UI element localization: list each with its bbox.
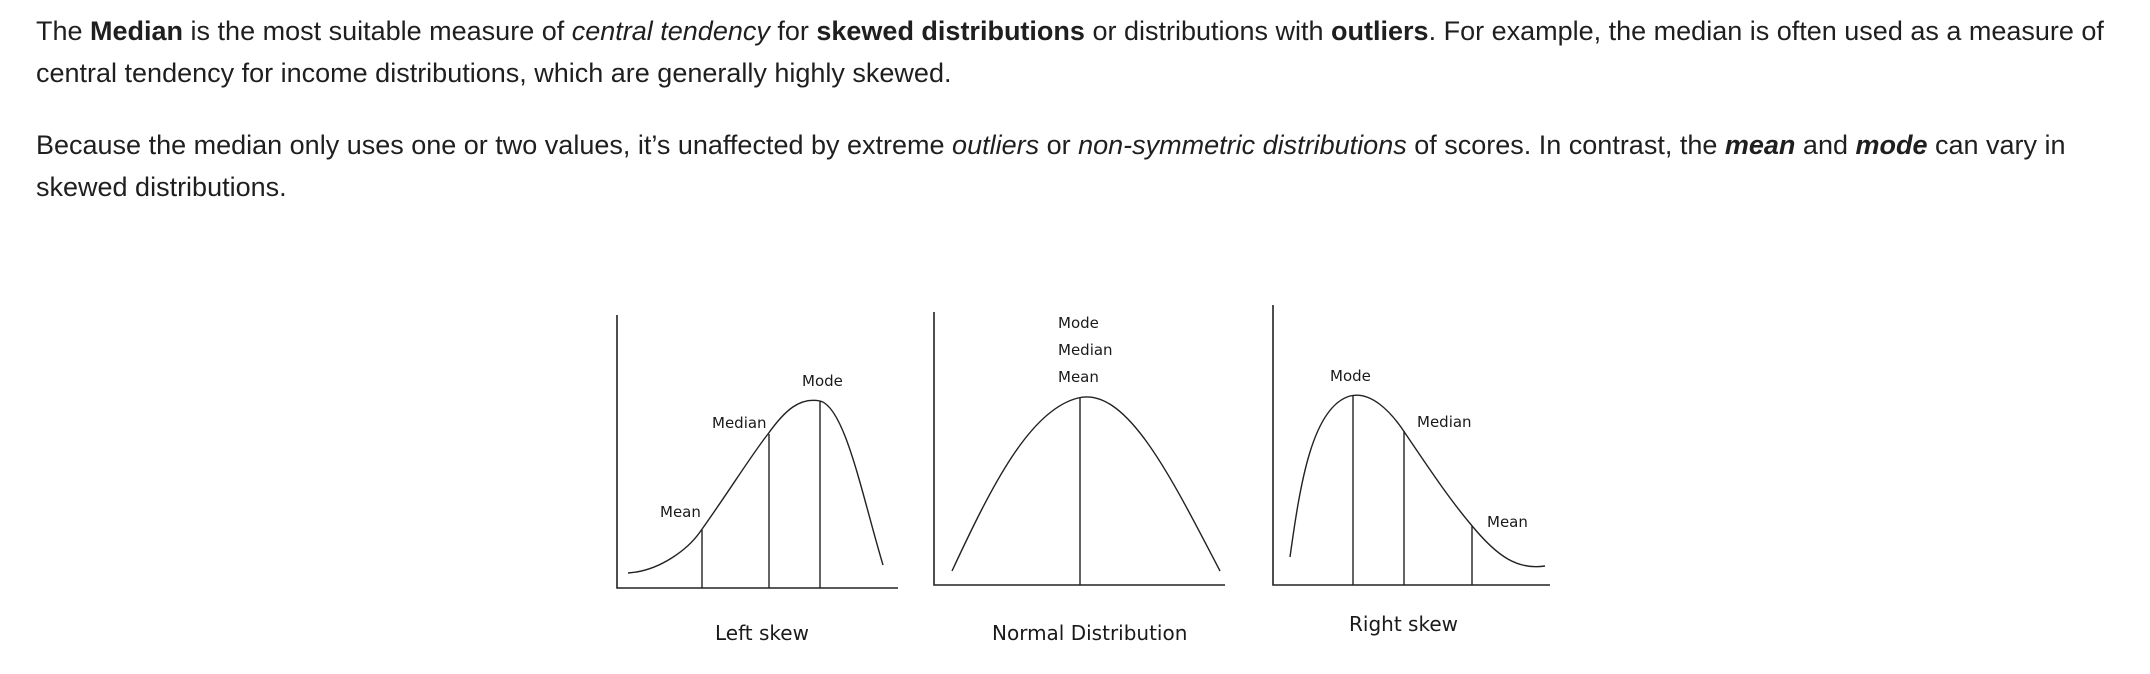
article-body: The Median is the most suitable measure … [36,10,2136,238]
text-span: and [1795,130,1856,160]
text-span: of scores. In contrast, the [1406,130,1725,160]
left-skew-median-label: Median [712,414,767,432]
paragraph-median-suitability: The Median is the most suitable measure … [36,10,2136,94]
right-skew-curve [1289,394,1546,568]
left-skew-panel: Mean Median Mode Left skew [616,315,898,645]
term-skewed-distributions: skewed distributions [816,16,1085,46]
term-central-tendency: central tendency [571,16,770,46]
left-skew-curve [627,399,884,574]
text-span: The [36,16,91,46]
left-skew-caption: Left skew [715,621,809,645]
left-skew-mode-label: Mode [802,372,843,390]
left-skew-axes [616,315,898,589]
text-span: . For example, the median is often used … [36,16,2104,88]
normal-distribution-panel: Mode Median Mean Normal Distribution [933,312,1225,645]
term-mean: mean [1724,130,1796,160]
skew-distributions-figure: Mean Median Mode Left skew Mode Median M… [600,295,1580,665]
right-skew-mode-label: Mode [1330,367,1371,385]
text-span: for [769,16,817,46]
right-skew-median-label: Median [1417,413,1472,431]
text-span: is the most suitable measure of [183,16,572,46]
term-outliers: outliers [1331,16,1429,46]
normal-mean-label: Mean [1058,368,1099,386]
text-span: or distributions with [1084,16,1332,46]
term-outliers-italic: outliers [952,130,1040,160]
normal-curve [951,396,1221,572]
normal-axes [933,312,1225,586]
right-skew-axes [1272,305,1550,586]
distribution-diagrams: Mean Median Mode Left skew Mode Median M… [616,305,1550,645]
paragraph-median-robustness: Because the median only uses one or two … [36,124,2136,208]
right-skew-panel: Mode Median Mean Right skew [1272,305,1550,636]
normal-caption: Normal Distribution [992,621,1187,645]
right-skew-caption: Right skew [1349,612,1458,636]
text-span: can vary in skewed distributions. [36,130,2066,202]
right-skew-mean-label: Mean [1487,513,1528,531]
term-non-symmetric-distributions: non-symmetric distributions [1078,130,1407,160]
left-skew-mean-label: Mean [660,503,701,521]
text-span: Because the median only uses one or two … [36,130,953,160]
term-median: Median [90,16,184,46]
normal-median-label: Median [1058,341,1113,359]
text-span: or [1039,130,1079,160]
normal-mode-label: Mode [1058,314,1099,332]
term-mode: mode [1855,130,1928,160]
